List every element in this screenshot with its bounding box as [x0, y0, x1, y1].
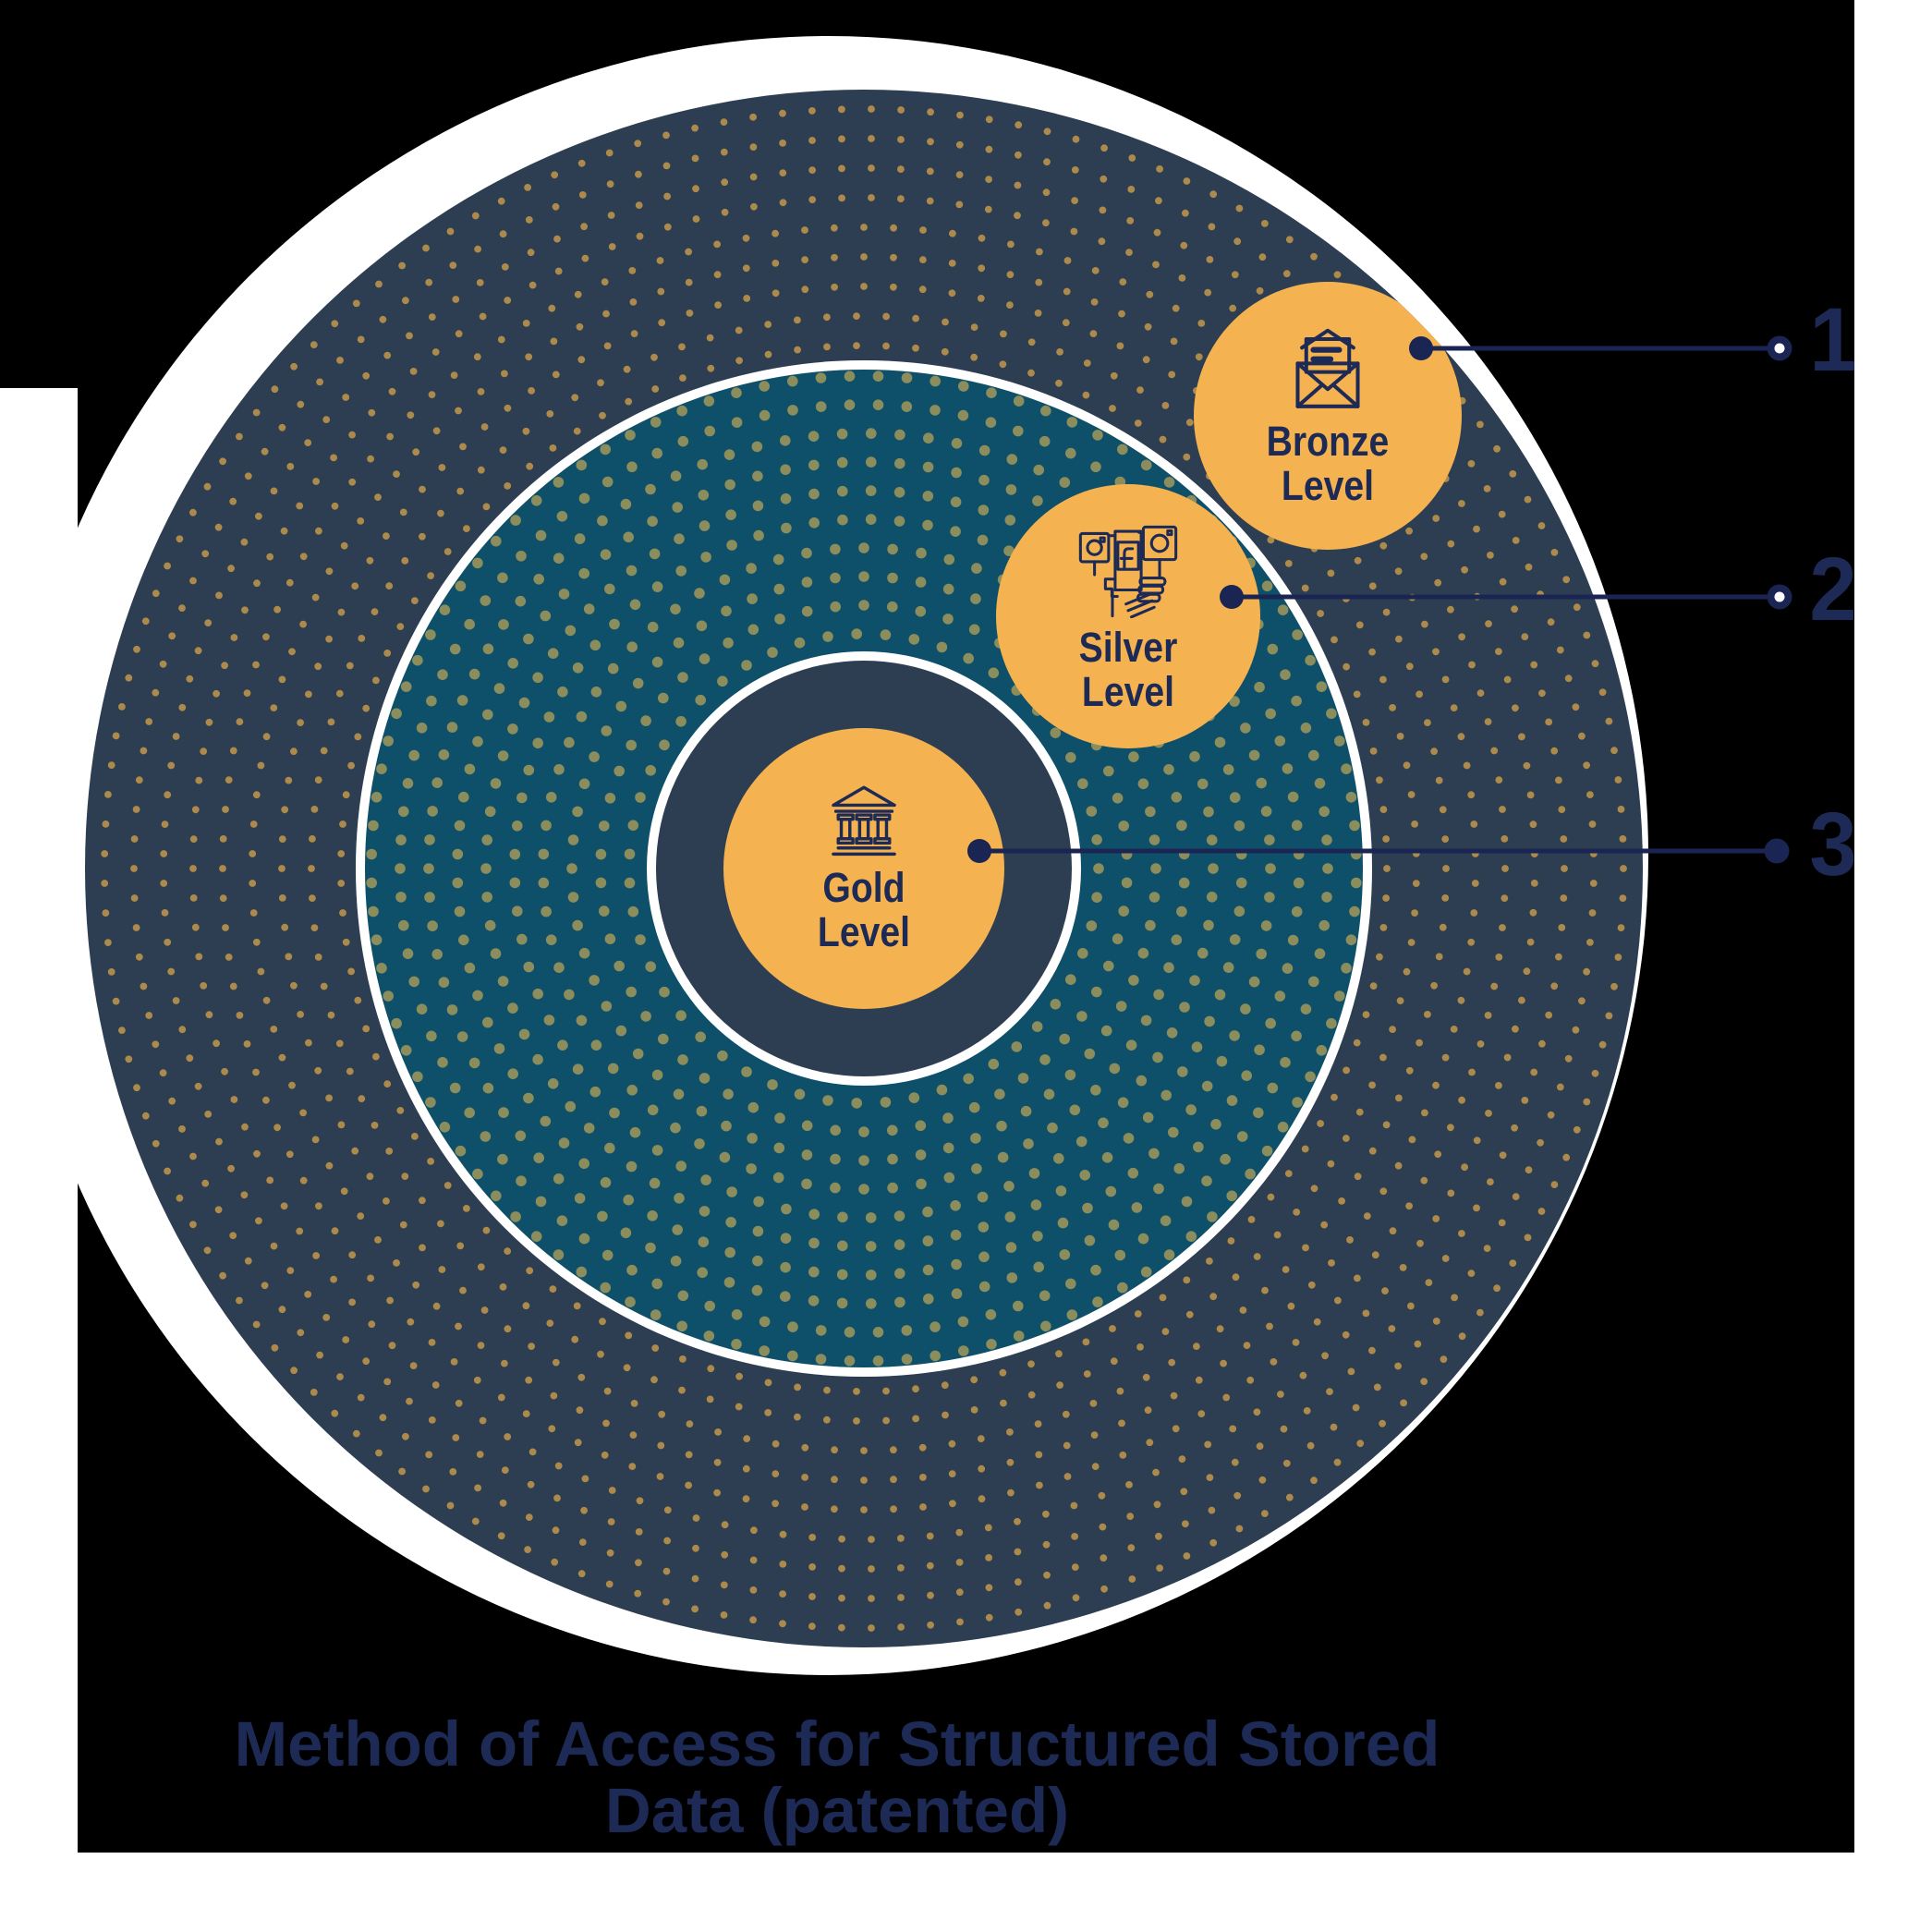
- gold-level-label: Gold Level: [817, 864, 911, 955]
- outer-dots-pattern: [101, 105, 1627, 1632]
- middle-dots-pattern: [366, 371, 1362, 1367]
- envelope-icon: [1295, 329, 1360, 409]
- social-media-icon: [1078, 526, 1178, 619]
- callout-number-2: 2: [1809, 539, 1857, 639]
- gold-level-circle: Gold Level: [723, 728, 1004, 1009]
- diagram-title-line2: Data (patented): [604, 1775, 1070, 1847]
- bronze-level-circle: Bronze Level: [1194, 282, 1462, 550]
- silver-level-label: Silver Level: [1078, 624, 1178, 715]
- diagram-title-line1: Method of Access for Structured Stored: [234, 1708, 1440, 1780]
- bank-icon: [832, 785, 896, 857]
- diagram-title: Method of Access for Structured Stored D…: [98, 1708, 1576, 1847]
- callout-number-1: 1: [1809, 289, 1857, 390]
- bronze-level-label: Bronze Level: [1266, 418, 1390, 509]
- callout-number-3: 3: [1809, 794, 1857, 894]
- silver-level-circle: Silver Level: [996, 484, 1260, 748]
- outer-ring-bronze-zone: Gold Level: [85, 90, 1643, 1647]
